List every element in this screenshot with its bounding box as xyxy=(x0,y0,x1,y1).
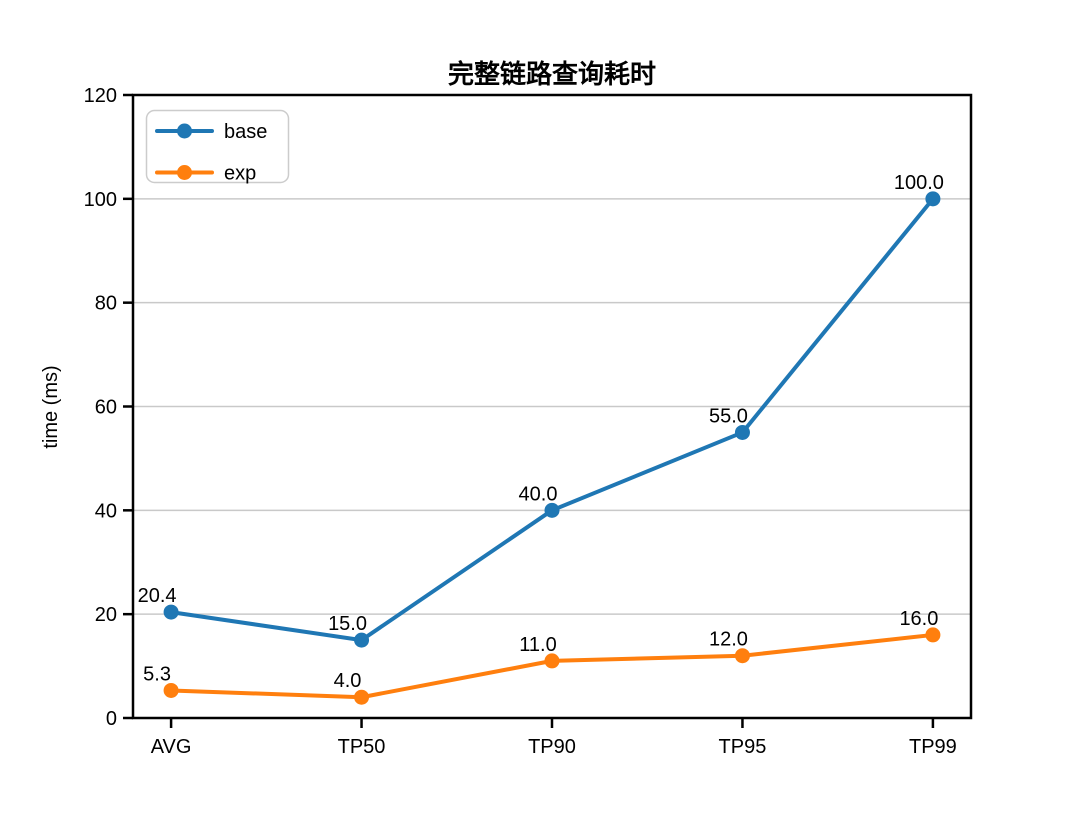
data-point-base-TP50 xyxy=(354,632,370,648)
y-tick-label-40: 40 xyxy=(95,500,117,522)
legend-label-base: base xyxy=(224,121,267,143)
data-point-exp-TP99 xyxy=(925,627,941,643)
data-label-base-TP95: 55.0 xyxy=(709,405,748,427)
data-label-exp-TP90: 11.0 xyxy=(519,634,556,656)
data-label-exp-TP95: 12.0 xyxy=(709,629,748,651)
data-point-exp-TP90 xyxy=(544,653,560,669)
data-label-base-AVG: 20.4 xyxy=(138,585,177,607)
series-line-base xyxy=(169,196,935,643)
y-tick-label-100: 100 xyxy=(84,189,117,211)
data-label-exp-TP99: 16.0 xyxy=(899,608,938,630)
data-point-exp-TP95 xyxy=(734,648,750,664)
x-tick-label-TP95: TP95 xyxy=(719,736,767,758)
x-tick-label-TP99: TP99 xyxy=(909,736,957,758)
data-label-base-TP50: 15.0 xyxy=(328,613,367,635)
data-point-base-TP90 xyxy=(544,502,560,518)
x-tick-label-TP50: TP50 xyxy=(338,736,386,758)
y-tick-label-120: 120 xyxy=(84,85,117,107)
legend: base exp xyxy=(145,109,290,185)
legend-marker-base-icon xyxy=(177,123,192,139)
legend-item-base: base xyxy=(155,121,267,143)
legend-label-exp: exp xyxy=(224,163,256,185)
legend-marker-exp-icon xyxy=(177,165,192,180)
y-tick-label-60: 60 xyxy=(95,397,117,419)
data-point-exp-TP50 xyxy=(354,689,370,705)
x-tick-label-AVG: AVG xyxy=(151,736,192,758)
chart-title: 完整链路查询耗时 xyxy=(448,59,656,89)
data-label-exp-TP50: 4.0 xyxy=(334,670,362,692)
data-point-base-TP95 xyxy=(734,424,750,440)
data-label-base-TP90: 40.0 xyxy=(519,483,558,505)
data-point-base-TP99 xyxy=(925,191,941,207)
data-point-exp-AVG xyxy=(163,682,179,698)
y-tick-label-0: 0 xyxy=(106,708,117,730)
plot-area: 20.4 15.0 40.0 55.0 100.0 5.3 4.0 11.0 12.0 16.0 0… xyxy=(84,85,973,758)
y-axis-label: time (ms) xyxy=(40,365,62,448)
data-label-exp-AVG: 5.3 xyxy=(143,663,171,685)
data-label-base-TP99: 100.0 xyxy=(894,172,944,194)
y-tick-label-80: 80 xyxy=(95,293,117,315)
y-tick-label-20: 20 xyxy=(95,604,117,626)
legend-item-exp: exp xyxy=(155,163,256,185)
x-tick-label-TP90: TP90 xyxy=(528,736,576,758)
data-point-base-AVG xyxy=(163,604,179,620)
